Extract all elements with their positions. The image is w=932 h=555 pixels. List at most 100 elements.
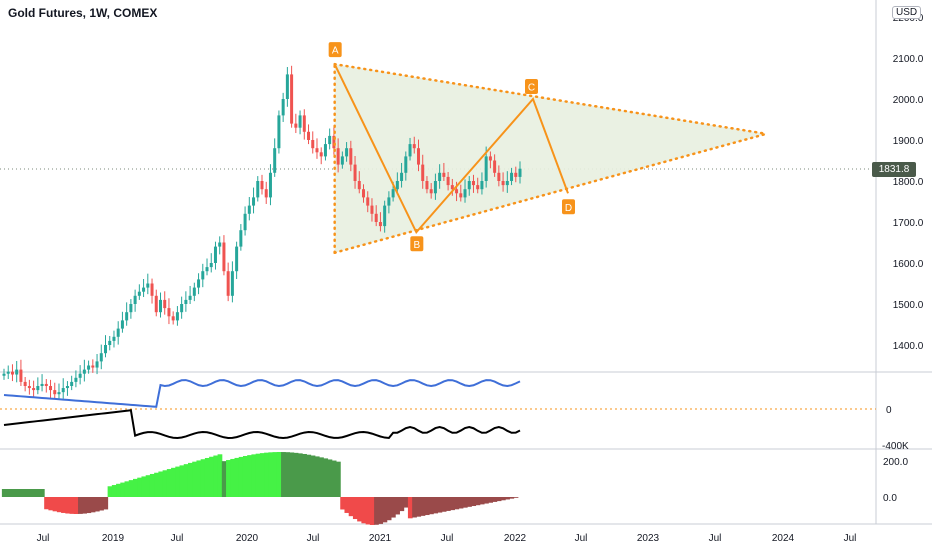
candle-body bbox=[319, 152, 323, 157]
time-tick-label: 2020 bbox=[236, 533, 259, 544]
pattern-point-badge bbox=[525, 79, 538, 94]
candle-body bbox=[99, 353, 103, 362]
candle-body bbox=[188, 295, 192, 300]
candle-body bbox=[268, 172, 272, 198]
price-tick-label: 1800.0 bbox=[893, 177, 924, 188]
candle-body bbox=[6, 371, 10, 374]
candle-body bbox=[104, 345, 108, 354]
oscillator-bar bbox=[255, 453, 261, 497]
candle-body bbox=[412, 144, 416, 149]
oscillator-bar bbox=[82, 497, 87, 514]
pattern-point-badge bbox=[410, 236, 424, 252]
pattern-lines-layer: A B C D bbox=[328, 42, 768, 254]
oscillator-bar bbox=[18, 489, 24, 497]
oscillator-bar bbox=[365, 497, 371, 525]
candle-body bbox=[129, 304, 133, 313]
oscillator-bar bbox=[145, 475, 151, 497]
candle-body bbox=[57, 392, 61, 395]
oscillator-bar bbox=[293, 452, 299, 497]
candle-body bbox=[70, 381, 74, 386]
oscillator-bar bbox=[44, 497, 49, 510]
oscillator-bar bbox=[137, 477, 142, 497]
oscillator-bar bbox=[395, 497, 400, 515]
candle-body bbox=[425, 181, 429, 190]
oscillator-bar bbox=[403, 497, 409, 508]
pattern-point-badge bbox=[562, 199, 575, 215]
candle-body bbox=[167, 308, 171, 317]
candle-body bbox=[137, 291, 141, 296]
oscillator-bar bbox=[6, 489, 11, 497]
oscillator-bar bbox=[171, 467, 176, 497]
oscillator-bar bbox=[209, 456, 214, 497]
currency-badge[interactable]: USD bbox=[892, 6, 922, 19]
oscillator-bar bbox=[196, 460, 202, 497]
candle-body bbox=[374, 213, 378, 222]
triangle-fill-layer bbox=[334, 64, 767, 253]
oscillator-bar bbox=[264, 452, 269, 497]
oscillator-scale-label: 200.0 bbox=[883, 457, 908, 468]
oscillator-bar bbox=[445, 497, 451, 511]
oscillator-bar bbox=[27, 489, 32, 497]
oscillator-bar bbox=[314, 456, 320, 497]
candle-body bbox=[510, 172, 514, 181]
candle-body bbox=[471, 181, 475, 186]
oscillator-bar bbox=[242, 455, 248, 497]
candle-body bbox=[15, 369, 19, 375]
oscillator-bar bbox=[407, 497, 413, 519]
oscillator-bar bbox=[65, 497, 71, 514]
oscillator-bar bbox=[458, 497, 464, 509]
candle-body bbox=[108, 340, 112, 345]
candle-body bbox=[429, 189, 433, 194]
candle-body bbox=[298, 115, 302, 128]
oscillator-bar bbox=[247, 455, 252, 497]
candle-body bbox=[192, 287, 196, 296]
candle-body bbox=[158, 299, 162, 313]
oscillator-bar bbox=[73, 497, 79, 514]
candle-body bbox=[497, 172, 501, 181]
oscillator-bar bbox=[23, 489, 28, 497]
candle-body bbox=[32, 388, 36, 391]
candle-body bbox=[209, 263, 213, 268]
oscillator-bar bbox=[340, 497, 345, 510]
time-tick-label: Jul bbox=[575, 533, 588, 544]
oscillator-bar bbox=[48, 497, 54, 511]
candle-body bbox=[40, 383, 44, 386]
candle-body bbox=[400, 172, 404, 181]
candle-body bbox=[197, 279, 201, 288]
candle-body bbox=[150, 283, 154, 296]
oscillator-bar bbox=[479, 497, 485, 505]
candle-body bbox=[383, 205, 387, 227]
oscillator-bar bbox=[56, 497, 62, 513]
blue-series-line bbox=[3, 379, 521, 408]
candle-body bbox=[142, 287, 146, 292]
upper-trendline bbox=[333, 62, 768, 136]
candle-body bbox=[404, 156, 408, 173]
candle-body bbox=[87, 365, 91, 370]
oscillator-bar bbox=[61, 497, 66, 513]
candle-body bbox=[281, 99, 285, 116]
candle-body bbox=[243, 213, 247, 231]
oscillator-bar bbox=[492, 497, 498, 502]
candle-body bbox=[311, 140, 315, 149]
candle-body bbox=[218, 242, 222, 247]
candle-body bbox=[353, 164, 357, 181]
candle-body bbox=[387, 197, 391, 206]
oscillator-bar bbox=[238, 456, 244, 497]
oscillator-bar bbox=[488, 497, 494, 503]
candle-body bbox=[455, 189, 459, 194]
oscillator-bar bbox=[234, 457, 240, 497]
indicator-scale-label: -400K bbox=[882, 441, 909, 452]
candle-body bbox=[277, 115, 281, 149]
oscillator-bar bbox=[183, 464, 189, 497]
oscillator-bar bbox=[281, 452, 286, 497]
oscillator-bar bbox=[268, 452, 274, 497]
oscillator-bar bbox=[158, 471, 164, 497]
oscillator-bar bbox=[128, 480, 134, 497]
price-tick-label: 1900.0 bbox=[893, 136, 924, 147]
oscillator-bar bbox=[475, 497, 481, 506]
oscillator-bar bbox=[344, 497, 350, 513]
candle-body bbox=[91, 365, 95, 368]
candle-body bbox=[213, 246, 217, 263]
